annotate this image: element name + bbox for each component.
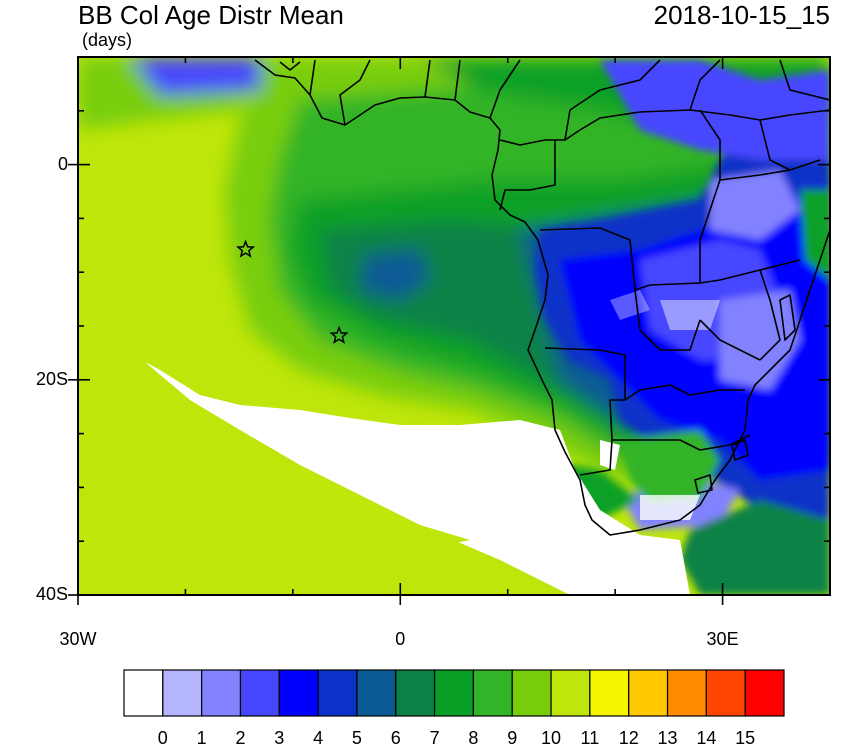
units-label: (days) (82, 30, 133, 50)
colorbar-label: 12 (618, 728, 639, 748)
colorbar-swatch (628, 669, 669, 717)
timestamp-label: 2018-10-15_15 (653, 0, 830, 30)
colorbar-swatch (356, 669, 397, 717)
colorbar-swatch (395, 669, 436, 717)
colorbar-swatch (511, 669, 552, 717)
colorbar-label: 2 (235, 728, 246, 748)
map-title: BB Col Age Distr Mean (78, 0, 344, 30)
lat-tick-label: 20S (35, 368, 68, 389)
star-marker (329, 325, 349, 344)
colorbar-swatch (472, 669, 513, 717)
lat-tick-label: 0 (57, 153, 68, 174)
colorbar-label: 10 (541, 728, 562, 748)
coastlines (254, 59, 830, 536)
markers (236, 239, 349, 344)
colorbar-label: 0 (157, 728, 168, 748)
age-field (78, 57, 830, 595)
lat-tick-label: 40S (35, 584, 68, 604)
colorbar-swatch (278, 669, 319, 717)
colorbar-swatch (666, 669, 707, 717)
colorbar-swatch (433, 669, 475, 717)
colorbar-swatch (201, 669, 242, 717)
colorbar-label: 7 (429, 728, 440, 748)
colorbar-swatch (550, 669, 591, 717)
colorbar-label: 9 (507, 728, 518, 748)
colorbar-swatch (744, 669, 785, 717)
colorbar-label: 3 (274, 728, 285, 748)
colorbar-label: 4 (313, 728, 324, 748)
lon-tick-label: 30W (59, 629, 97, 649)
colorbar-label: 15 (735, 728, 756, 748)
colorbar-label: 6 (390, 728, 401, 748)
lon-tick-label: 30E (706, 629, 739, 649)
colorbar-swatch (705, 669, 746, 717)
colorbar-swatch (317, 669, 358, 717)
lon-tick-label: 0 (395, 629, 406, 649)
colorbar-label: 1 (196, 728, 207, 748)
colorbar-swatch (123, 669, 164, 717)
colorbar-swatch (162, 669, 203, 717)
colorbar-label: 11 (580, 728, 600, 748)
colorbar-swatch (589, 669, 630, 717)
star-marker (236, 239, 256, 258)
colorbar-label: 8 (468, 728, 479, 748)
colorbar-label: 13 (657, 728, 678, 748)
axis-ticks (68, 56, 831, 605)
colorbar-label: 14 (696, 728, 717, 748)
colorbar-label: 5 (351, 728, 362, 748)
colorbar-swatch (239, 669, 280, 717)
colorbar (123, 669, 785, 717)
